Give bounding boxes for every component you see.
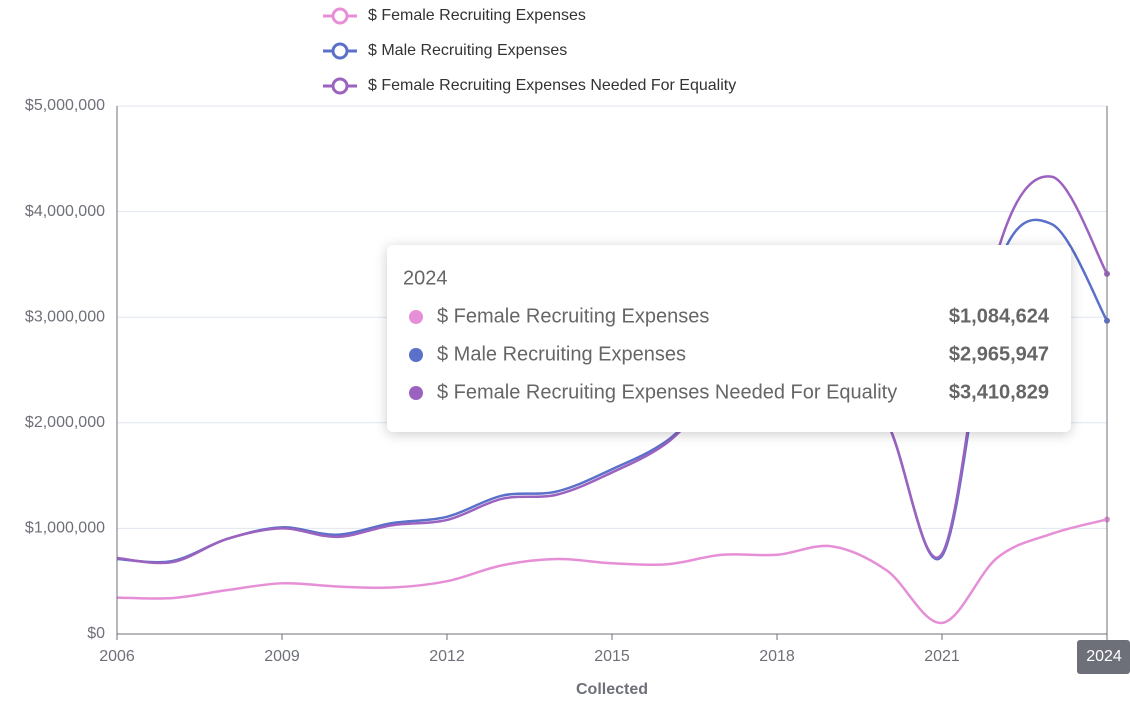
tooltip-name: $ Female Recruiting Expenses: [437, 305, 709, 327]
tooltip-value: $3,410,829: [949, 381, 1049, 403]
tooltip-box: [387, 245, 1071, 432]
y-tick-label: $1,000,000: [25, 520, 105, 537]
y-tick-label: $0: [87, 625, 105, 642]
y-tick-label: $3,000,000: [25, 308, 105, 325]
legend-label: $ Male Recruiting Expenses: [368, 42, 567, 59]
y-tick-label: $4,000,000: [25, 203, 105, 220]
axes: $0 $1,000,000 $2,000,000 $3,000,000 $4,000,0…: [25, 97, 1130, 674]
legend: $ Female Recruiting Expenses $ Male Recru…: [323, 7, 736, 95]
tooltip-title: 2024: [403, 267, 448, 289]
x-tick-label: 2015: [594, 648, 630, 665]
tooltip-marker: [409, 310, 423, 324]
legend-label: $ Female Recruiting Expenses: [368, 7, 586, 24]
series-line: [116, 518, 1108, 625]
x-tick-label: 2012: [429, 648, 465, 665]
tooltip-marker: [409, 348, 423, 362]
x-pointer-badge: [1077, 640, 1130, 674]
legend-icon: [331, 7, 349, 25]
x-tick-label: 2006: [99, 648, 135, 665]
legend-icon: [331, 42, 349, 60]
tooltip-name: $ Female Recruiting Expenses Needed For …: [437, 381, 897, 403]
x-tick-label: 2024: [1086, 648, 1122, 665]
legend-label: $ Female Recruiting Expenses Needed For …: [368, 77, 736, 94]
y-tick-label: $2,000,000: [25, 414, 105, 431]
x-tick-label: 2009: [264, 648, 300, 665]
tooltip-marker: [409, 386, 423, 400]
x-tick-label: 2021: [924, 648, 960, 665]
tooltip-value: $1,084,624: [949, 305, 1050, 327]
x-tick-label: 2018: [759, 648, 795, 665]
tooltip-name: $ Male Recruiting Expenses: [437, 343, 686, 365]
tooltip: 2024 $ Female Recruiting Expenses $1,084,6…: [387, 245, 1071, 432]
x-axis-label: Collected: [576, 681, 648, 698]
y-tick-label: $5,000,000: [25, 97, 105, 114]
tooltip-value: $2,965,947: [949, 343, 1049, 365]
legend-icon: [331, 77, 349, 95]
